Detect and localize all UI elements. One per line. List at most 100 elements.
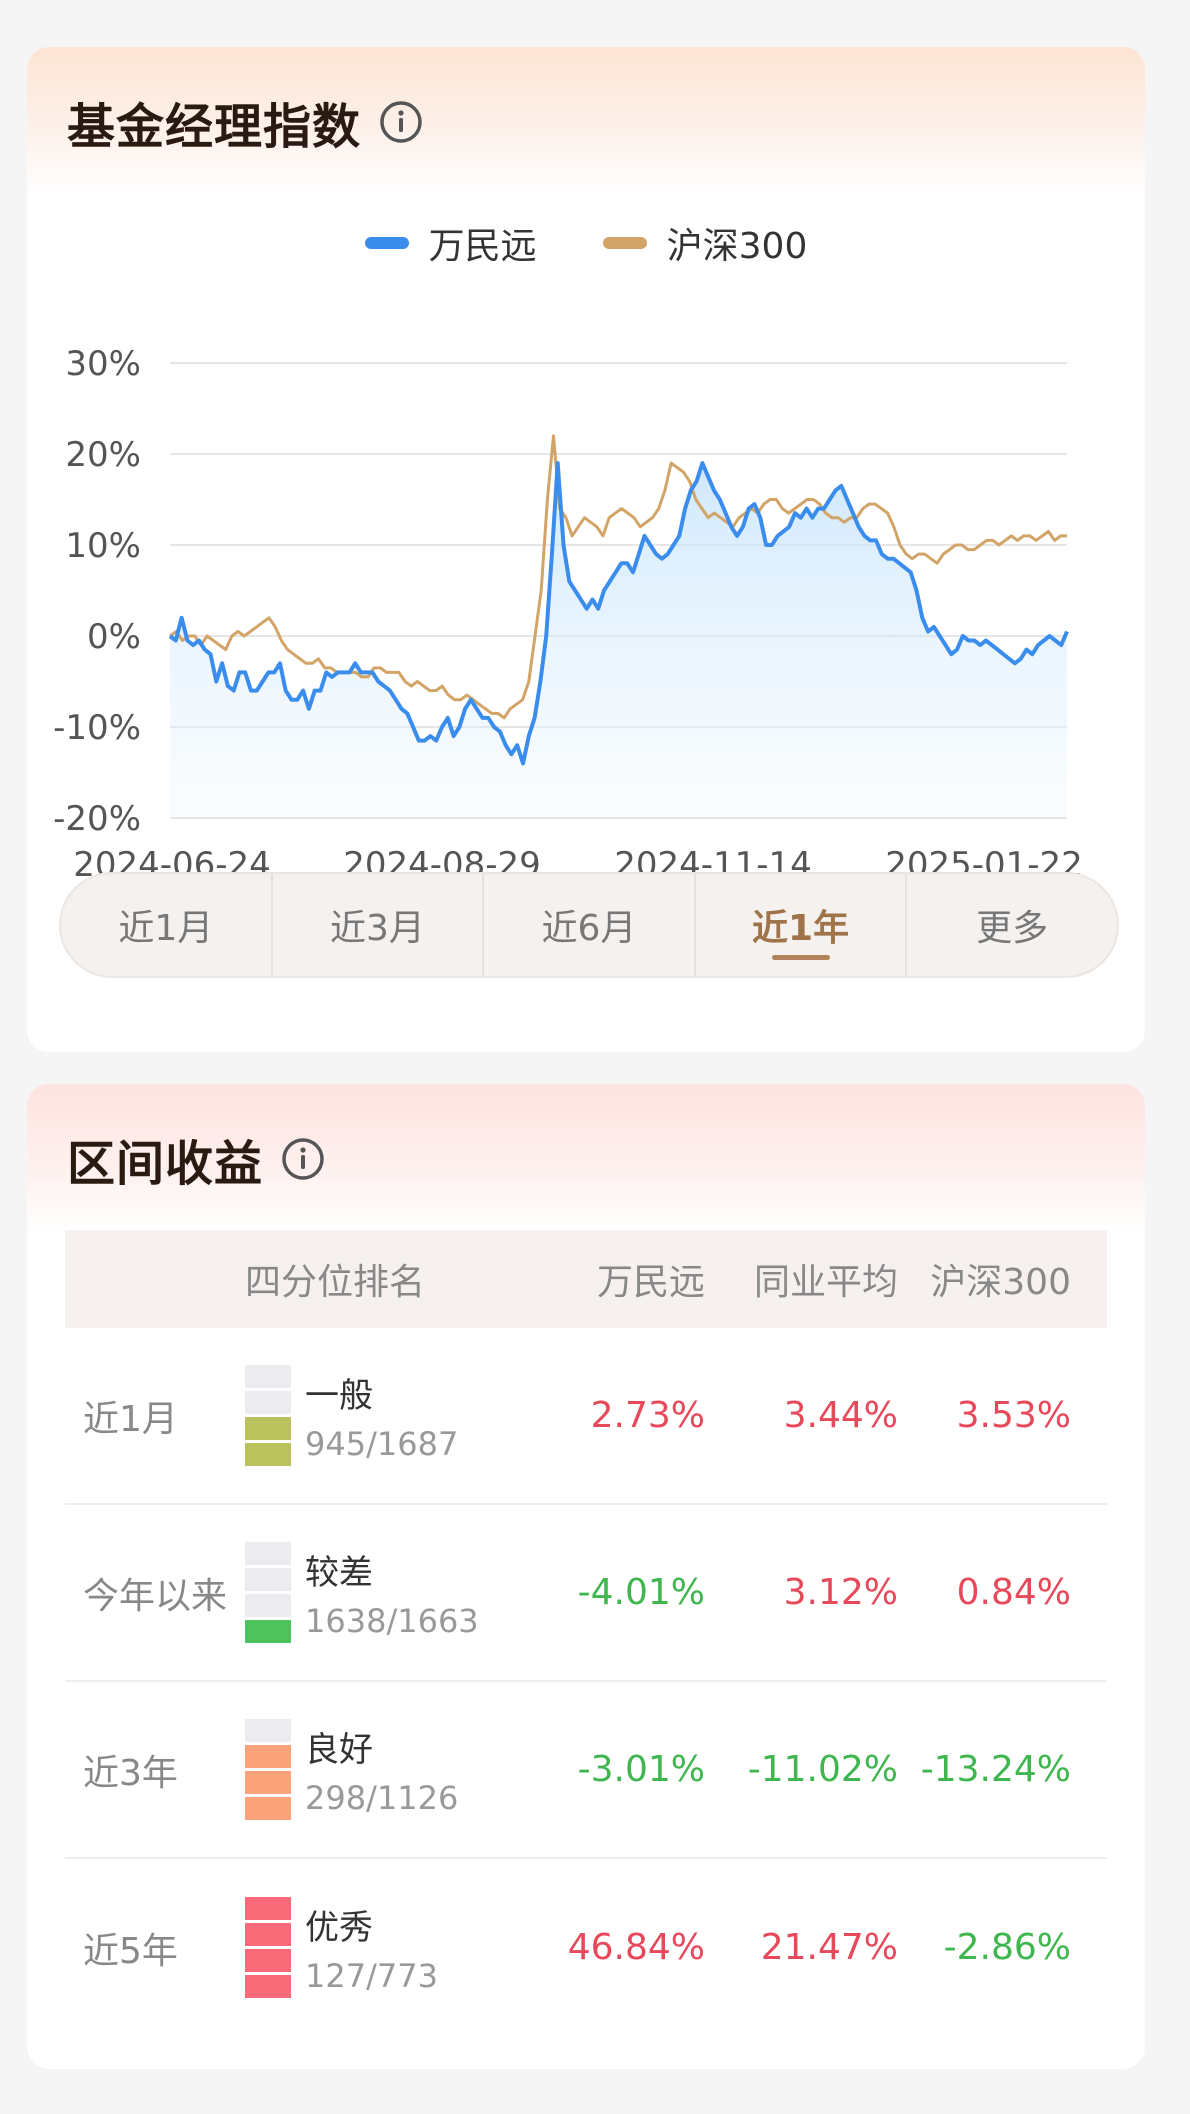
- y-tick-label: -10%: [53, 708, 141, 748]
- line-chart[interactable]: 30% 20% 10% 0% -10% -20% 2024-06-24 2024-08-29 2…: [27, 277, 1145, 877]
- rank-text: 较差 1638/1663: [305, 1545, 479, 1640]
- row-period: 今年以来: [83, 1575, 228, 1617]
- quartile-segment: [245, 1771, 291, 1794]
- tab-1-month[interactable]: 近1月: [61, 874, 273, 976]
- quartile-bar: [245, 1897, 291, 1998]
- quartile-bar: [245, 1719, 291, 1820]
- row-quartile-rank: 良好 298/1126: [245, 1719, 505, 1820]
- x-tick-label: 2025-01-22: [885, 845, 1083, 877]
- table-row[interactable]: 近3年 良好 298/1126 -3.01% -11.02% -13.24%: [65, 1682, 1107, 1859]
- rank-number: 127/773: [305, 1957, 438, 1995]
- manager-index-card: 基金经理指数 万民远 沪深300 30% 20% 10% 0%: [27, 47, 1145, 1052]
- tab-6-months-label: 近6月: [541, 908, 637, 949]
- rank-number: 945/1687: [305, 1425, 459, 1463]
- quartile-segment: [245, 1620, 291, 1643]
- quartile-bar: [245, 1542, 291, 1643]
- active-tab-indicator: [771, 955, 830, 960]
- tab-3-months-label: 近3月: [329, 908, 425, 949]
- returns-table: 四分位排名 万民远 同业平均 沪深300 近1月 一般 945/1687 2.73% 3…: [65, 1230, 1107, 2036]
- row-period: 近1月: [83, 1398, 178, 1440]
- series-area-fund-manager: [170, 463, 1067, 818]
- tab-1-year-label: 近1年: [752, 908, 850, 949]
- interval-returns-title: 区间收益: [67, 1136, 264, 1192]
- manager-index-title: 基金经理指数: [67, 99, 362, 155]
- quartile-segment: [245, 1417, 291, 1440]
- chart-legend: 万民远 沪深300: [27, 217, 1145, 269]
- y-tick-label: 30%: [65, 344, 141, 384]
- rank-label: 良好: [305, 1730, 373, 1770]
- legend-swatch-csi300: [602, 237, 647, 249]
- row-fund-manager-return: 2.73%: [590, 1395, 705, 1436]
- table-row[interactable]: 近5年 优秀 127/773 46.84% 21.47% -2.86%: [65, 1859, 1107, 2036]
- range-tabs: 近1月 近3月 近6月 近1年 更多: [59, 872, 1119, 978]
- header-fund-manager: 万民远: [596, 1262, 705, 1303]
- y-tick-label: 20%: [65, 435, 141, 475]
- y-tick-label: 0%: [87, 617, 141, 657]
- tab-6-months[interactable]: 近6月: [484, 874, 696, 976]
- quartile-segment: [245, 1897, 291, 1920]
- row-peer-average-return: 3.12%: [783, 1572, 898, 1613]
- legend-label-csi300: 沪深300: [666, 226, 808, 267]
- x-tick-label: 2024-08-29: [343, 845, 541, 877]
- row-quartile-rank: 一般 945/1687: [245, 1365, 505, 1466]
- row-quartile-rank: 优秀 127/773: [245, 1897, 505, 1998]
- row-peer-average-return: 3.44%: [783, 1395, 898, 1436]
- row-quartile-rank: 较差 1638/1663: [245, 1542, 505, 1643]
- rank-label: 优秀: [305, 1908, 373, 1948]
- legend-swatch-fund-manager: [364, 237, 409, 249]
- row-csi300-return: 0.84%: [956, 1572, 1071, 1613]
- header-csi300: 沪深300: [930, 1262, 1071, 1303]
- row-period: 近5年: [83, 1930, 178, 1972]
- rank-number: 298/1126: [305, 1779, 459, 1817]
- interval-returns-header: 区间收益: [27, 1084, 1145, 1234]
- tab-1-year[interactable]: 近1年: [696, 874, 908, 976]
- row-csi300-return: -13.24%: [920, 1749, 1071, 1790]
- quartile-segment: [245, 1594, 291, 1617]
- table-header: 四分位排名 万民远 同业平均 沪深300: [65, 1230, 1107, 1328]
- tab-more[interactable]: 更多: [907, 874, 1117, 976]
- y-tick-label: 10%: [65, 526, 141, 566]
- header-quartile-rank: 四分位排名: [245, 1262, 426, 1303]
- quartile-segment: [245, 1568, 291, 1591]
- header-peer-average: 同业平均: [753, 1262, 898, 1303]
- info-icon[interactable]: [281, 1137, 325, 1181]
- rank-text: 优秀 127/773: [305, 1900, 438, 1995]
- quartile-segment: [245, 1797, 291, 1820]
- rank-number: 1638/1663: [305, 1602, 479, 1640]
- quartile-segment: [245, 1391, 291, 1414]
- rank-text: 良好 298/1126: [305, 1722, 458, 1817]
- row-peer-average-return: -11.02%: [747, 1749, 898, 1790]
- row-csi300-return: -2.86%: [943, 1927, 1071, 1968]
- y-tick-label: -20%: [53, 799, 141, 839]
- series-line-fund-manager: [168, 461, 1069, 766]
- legend-label-fund-manager: 万民远: [428, 226, 537, 267]
- tab-3-months[interactable]: 近3月: [273, 874, 485, 976]
- table-row[interactable]: 近1月 一般 945/1687 2.73% 3.44% 3.53%: [65, 1328, 1107, 1505]
- quartile-segment: [245, 1975, 291, 1998]
- tab-more-label: 更多: [976, 908, 1049, 949]
- quartile-bar: [245, 1365, 291, 1466]
- table-row[interactable]: 今年以来 较差 1638/1663 -4.01% 3.12% 0.84%: [65, 1505, 1107, 1682]
- rank-text: 一般 945/1687: [305, 1368, 458, 1463]
- row-csi300-return: 3.53%: [956, 1395, 1071, 1436]
- row-fund-manager-return: -4.01%: [577, 1572, 705, 1613]
- info-icon[interactable]: [379, 100, 423, 144]
- row-fund-manager-return: -3.01%: [577, 1749, 705, 1790]
- quartile-segment: [245, 1542, 291, 1565]
- interval-returns-card: 区间收益 四分位排名 万民远 同业平均 沪深300 近1月 一般 945/1687 2…: [27, 1084, 1145, 2069]
- quartile-segment: [245, 1745, 291, 1768]
- legend-item-fund-manager[interactable]: 万民远: [364, 217, 537, 269]
- series-line-csi300: [169, 434, 1067, 720]
- tab-1-month-label: 近1月: [118, 908, 214, 949]
- manager-index-header: 基金经理指数: [27, 47, 1145, 197]
- row-peer-average-return: 21.47%: [760, 1927, 898, 1968]
- table-body: 近1月 一般 945/1687 2.73% 3.44% 3.53% 今年以来 较差 1638/1…: [65, 1328, 1107, 2036]
- row-fund-manager-return: 46.84%: [567, 1927, 705, 1968]
- rank-label: 一般: [305, 1376, 373, 1416]
- quartile-segment: [245, 1365, 291, 1388]
- rank-label: 较差: [305, 1553, 373, 1593]
- quartile-segment: [245, 1443, 291, 1466]
- legend-item-csi300[interactable]: 沪深300: [602, 217, 808, 269]
- quartile-segment: [245, 1923, 291, 1946]
- x-tick-label: 2024-11-14: [614, 845, 812, 877]
